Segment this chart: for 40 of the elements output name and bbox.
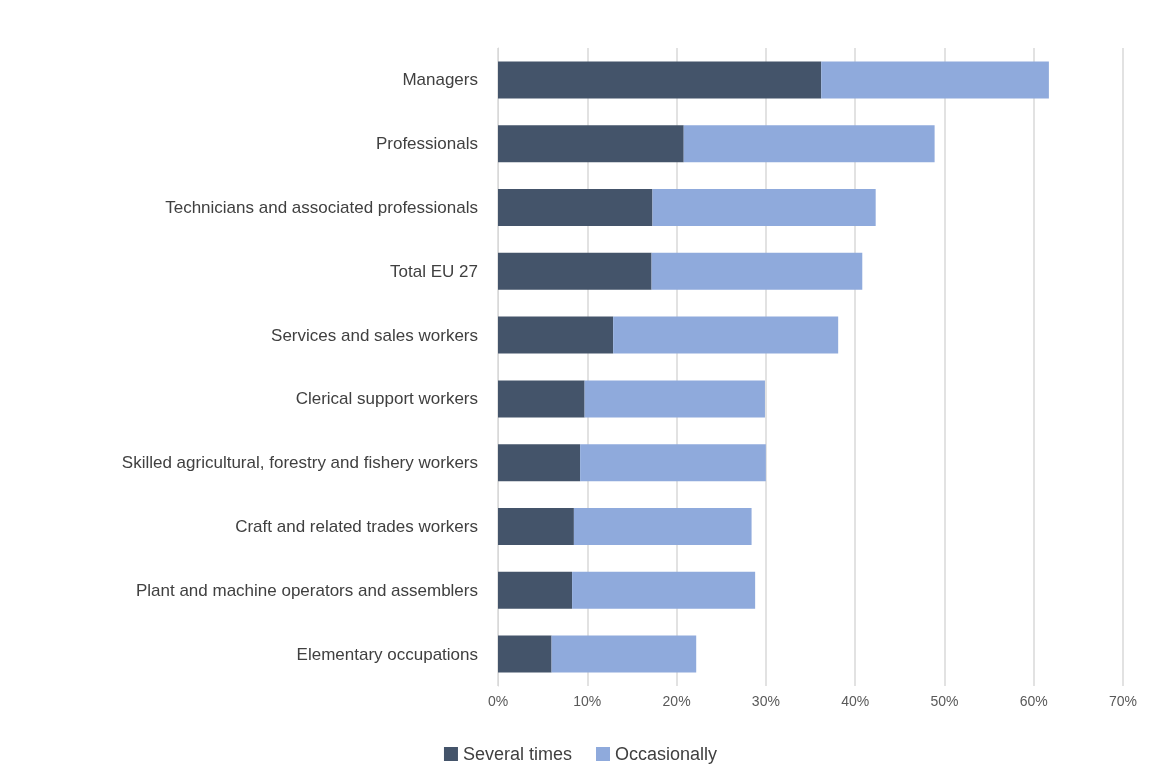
bar [498,635,552,673]
x-tick-label: 0% [487,693,509,709]
bar [498,444,581,482]
y-tick-label: Craft and related trades workers [235,517,478,536]
x-tick-label: 50% [930,693,959,709]
x-tick-label: 60% [1019,693,1048,709]
y-tick-label: Total EU 27 [390,261,478,281]
bar [613,316,839,354]
y-tick-label: Services and sales workers [271,325,478,345]
x-tick-label: 70% [1108,693,1138,709]
y-tick-label: Professionals [375,134,478,154]
bar [498,316,614,354]
bar [652,189,876,226]
bar [572,571,756,609]
y-tick-label: Skilled agricultural, forestry and fishery workers [121,453,478,473]
y-tick-label: Managers [402,70,478,90]
x-tick-label: 40% [841,693,870,709]
bar [551,635,697,673]
x-tick-label: 30% [751,693,780,709]
legend-label: Occasionally [615,744,718,764]
bar [498,571,573,609]
bar [573,508,752,545]
bar [498,189,653,226]
bar [651,252,863,290]
y-tick-label: Technicians and associated professionals [165,198,478,217]
x-tick-label: 10% [573,693,602,709]
bar [683,125,935,163]
bar [821,61,1049,99]
legend-label: Several times [462,744,573,764]
bar [584,380,765,418]
y-tick-label: Plant and machine operators and assemblers [135,580,478,600]
bar [498,61,822,99]
bar [580,444,766,482]
bar [498,380,585,418]
y-tick-label: Clerical support workers [295,389,478,409]
y-tick-label: Elementary occupations [296,644,478,664]
bar [498,508,574,545]
bar [498,125,684,163]
x-tick-label: 20% [662,693,691,709]
bar [498,252,652,290]
